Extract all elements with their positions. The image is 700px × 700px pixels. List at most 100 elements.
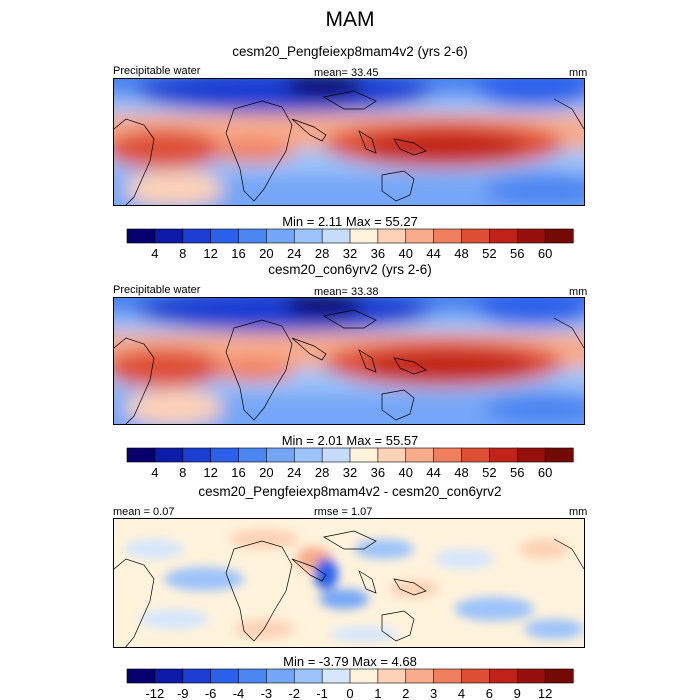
colorbar-tick-label: -9 [177, 686, 189, 700]
colorbar-swatch [544, 228, 574, 244]
colorbar-swatch [405, 228, 435, 244]
colorbar-tick-label: 0 [346, 686, 353, 700]
colorbar-swatch [126, 668, 156, 684]
colorbar-swatch [126, 447, 156, 463]
colorbar-swatch [349, 228, 379, 244]
colorbar-swatch [377, 447, 407, 463]
colorbar-tick-label: -6 [205, 686, 217, 700]
colorbar-tick-label: 4 [151, 465, 158, 480]
colorbar-tick-label: 20 [259, 465, 273, 480]
colorbar-swatch [433, 447, 463, 463]
colorbar-tick-label: 40 [399, 246, 413, 261]
panel2-minmax: Min = 2.01 Max = 55.57 [281, 433, 419, 448]
colorbar-swatch [182, 668, 212, 684]
colorbar-swatch [461, 228, 490, 244]
panel2-map-svg [114, 298, 584, 424]
panel2-left-label: Precipitable water [113, 284, 201, 296]
colorbar-swatch [433, 668, 463, 684]
colorbar-tick-label: 8 [179, 465, 186, 480]
colorbar-tick-label: 20 [259, 246, 273, 261]
panel3-colorbar: -12 -9 -6 -4 -3 -2 -1 0 1 2 3 4 6 9 12 [126, 668, 574, 700]
colorbar-tick-label: 56 [510, 246, 524, 261]
colorbar-swatch [349, 447, 379, 463]
panel1-left-label: Precipitable water [113, 65, 201, 77]
panel1-units-label: mm [569, 67, 588, 79]
colorbar-tick-label: 12 [203, 246, 217, 261]
colorbar-swatch [154, 447, 184, 463]
colorbar-tick-label: 56 [510, 465, 524, 480]
colorbar-tick-label: 36 [371, 246, 385, 261]
panel3-title: cesm20_Pengfeiexp8mam4v2 - cesm20_con6yr… [198, 484, 502, 499]
colorbar-tick-label: 32 [343, 465, 357, 480]
colorbar-tick-label: 4 [458, 686, 465, 700]
colorbar-swatch [433, 228, 463, 244]
colorbar-swatch [461, 447, 490, 463]
colorbar-swatch [321, 668, 351, 684]
panel3-colorbar-svg: -12 -9 -6 -4 -3 -2 -1 0 1 2 3 4 6 9 12 [126, 668, 574, 700]
colorbar-swatch [377, 228, 407, 244]
colorbar-swatch [405, 447, 435, 463]
colorbar-swatch [349, 668, 379, 684]
colorbar-tick-label: 48 [454, 246, 468, 261]
colorbar-tick-label: 24 [287, 246, 301, 261]
colorbar-swatch [489, 668, 518, 684]
colorbar-tick-label: 40 [399, 465, 413, 480]
colorbar-tick-label: 12 [538, 686, 552, 700]
colorbar-tick-label: 8 [179, 246, 186, 261]
panel2-coastlines [114, 309, 584, 424]
colorbar-swatch [321, 228, 351, 244]
colorbar-tick-label: 32 [343, 246, 357, 261]
panel3-map [113, 518, 585, 648]
colorbar-tick-label: 3 [430, 686, 437, 700]
panel3-rmse-label: rmse = 1.07 [314, 506, 373, 518]
panel1-colorbar: 4 8 12 16 20 24 28 32 36 40 44 48 52 56 60 [126, 228, 574, 261]
panel2-mean-label: mean= 33.38 [314, 286, 379, 298]
panel1-colorbar-svg: 4 8 12 16 20 24 28 32 36 40 44 48 52 56 60 [126, 228, 574, 261]
panel1-title: cesm20_Pengfeiexp8mam4v2 (yrs 2-6) [232, 44, 468, 59]
panel1-coastlines [114, 90, 584, 205]
colorbar-tick-label: 28 [315, 465, 329, 480]
panel1-mean-label: mean= 33.45 [314, 67, 379, 79]
colorbar-tick-label: 48 [454, 465, 468, 480]
colorbar-swatch [321, 447, 351, 463]
colorbar-tick-label: 36 [371, 465, 385, 480]
colorbar-swatch [405, 668, 435, 684]
colorbar-tick-label: -1 [316, 686, 328, 700]
colorbar-swatch [266, 228, 295, 244]
panel1-minmax: Min = 2.11 Max = 55.27 [282, 214, 418, 229]
panel1-map-svg [114, 79, 584, 205]
colorbar-swatch [210, 668, 240, 684]
panel3-minmax: Min = -3.79 Max = 4.68 [283, 654, 417, 669]
colorbar-swatch [238, 228, 267, 244]
colorbar-swatch [516, 228, 546, 244]
colorbar-swatch [182, 228, 212, 244]
colorbar-tick-label: -2 [288, 686, 300, 700]
colorbar-tick-label: 44 [426, 246, 440, 261]
colorbar-swatch [516, 668, 546, 684]
panel2-map [113, 297, 585, 425]
colorbar-tick-label: 44 [426, 465, 440, 480]
panel3-map-svg [114, 519, 584, 647]
panel3-units-label: mm [569, 506, 588, 518]
colorbar-swatch [516, 447, 546, 463]
colorbar-tick-label: 16 [231, 465, 245, 480]
colorbar-tick-label: 60 [538, 246, 552, 261]
colorbar-swatch [377, 668, 407, 684]
colorbar-tick-label: 6 [486, 686, 493, 700]
panel3-coastlines [114, 530, 584, 647]
panel2-colorbar: 4 8 12 16 20 24 28 32 36 40 44 48 52 56 60 [126, 447, 574, 480]
colorbar-tick-label: 52 [482, 246, 496, 261]
colorbar-swatch [210, 447, 240, 463]
colorbar-tick-label: 4 [151, 246, 158, 261]
colorbar-tick-label: 1 [374, 686, 381, 700]
colorbar-tick-label: -4 [233, 686, 245, 700]
colorbar-swatch [489, 447, 518, 463]
colorbar-swatch [210, 228, 240, 244]
colorbar-tick-label: 9 [514, 686, 521, 700]
panel1-map [113, 78, 585, 206]
panel2-units-label: mm [569, 286, 588, 298]
colorbar-swatch [154, 228, 184, 244]
colorbar-swatch [489, 228, 518, 244]
panel3-mean-label: mean = 0.07 [113, 506, 175, 518]
colorbar-tick-label: 2 [402, 686, 409, 700]
